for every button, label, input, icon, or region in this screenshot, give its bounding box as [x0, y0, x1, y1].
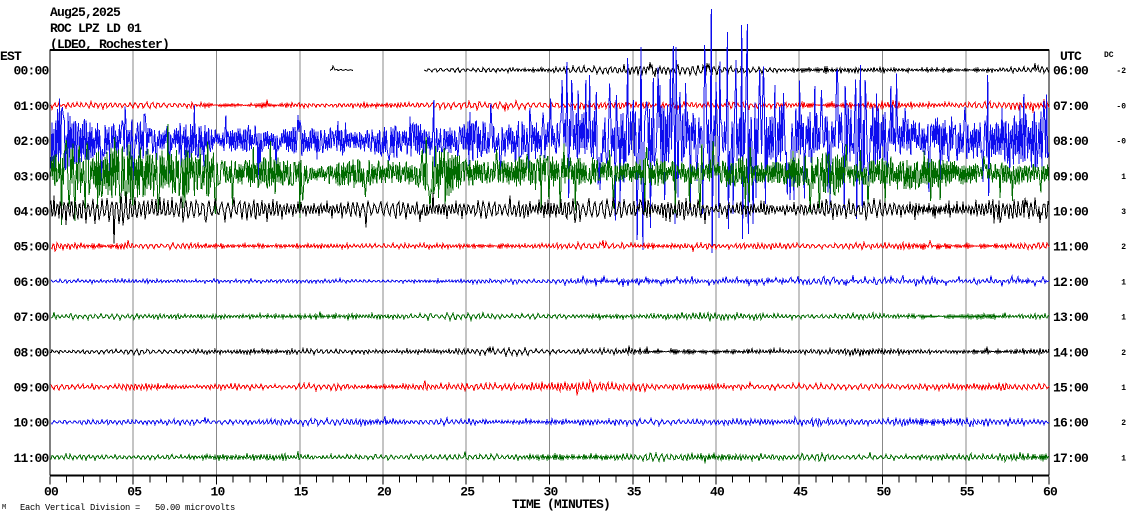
svg-text:06:00: 06:00: [13, 275, 49, 290]
svg-text:55: 55: [960, 485, 975, 500]
svg-text:-2: -2: [1116, 67, 1126, 76]
svg-text:05: 05: [127, 485, 142, 500]
svg-text:1: 1: [1121, 278, 1126, 287]
svg-text:04:00: 04:00: [13, 205, 49, 220]
svg-text:DC: DC: [1104, 51, 1114, 60]
svg-text:1: 1: [1121, 454, 1126, 463]
svg-text:Each Vertical Division = 50.: Each Vertical Division = 50.00 microvolt…: [20, 503, 235, 513]
svg-text:40: 40: [710, 485, 725, 500]
svg-text:-0: -0: [1116, 102, 1126, 111]
svg-text:1: 1: [1121, 384, 1126, 393]
svg-text:08:00: 08:00: [1053, 134, 1089, 149]
svg-text:00: 00: [44, 485, 59, 500]
svg-text:14:00: 14:00: [1053, 345, 1089, 360]
svg-text:06:00: 06:00: [1053, 64, 1089, 79]
svg-text:09:00: 09:00: [13, 381, 49, 396]
svg-text:EST: EST: [0, 49, 22, 64]
svg-text:1: 1: [1121, 173, 1126, 182]
svg-text:12:00: 12:00: [1053, 275, 1089, 290]
svg-text:ROC LPZ LD 01: ROC LPZ LD 01: [50, 21, 142, 36]
svg-text:60: 60: [1043, 485, 1058, 500]
svg-text:Aug25,2025: Aug25,2025: [50, 5, 121, 20]
svg-text:TIME (MINUTES): TIME (MINUTES): [512, 497, 610, 512]
svg-text:17:00: 17:00: [1053, 451, 1089, 466]
svg-text:(LDEO, Rochester): (LDEO, Rochester): [50, 37, 169, 52]
svg-text:02:00: 02:00: [13, 134, 49, 149]
svg-text:11:00: 11:00: [13, 451, 49, 466]
svg-text:10:00: 10:00: [1053, 205, 1089, 220]
svg-text:2: 2: [1121, 419, 1126, 428]
svg-text:45: 45: [793, 485, 808, 500]
svg-text:UTC: UTC: [1060, 49, 1082, 64]
svg-text:00:00: 00:00: [13, 64, 49, 79]
svg-text:1: 1: [1121, 314, 1126, 323]
svg-text:3: 3: [1121, 208, 1126, 217]
svg-text:25: 25: [460, 485, 475, 500]
svg-text:09:00: 09:00: [1053, 169, 1089, 184]
svg-text:50: 50: [876, 485, 891, 500]
svg-text:15:00: 15:00: [1053, 381, 1089, 396]
svg-text:03:00: 03:00: [13, 169, 49, 184]
svg-text:15: 15: [294, 485, 309, 500]
svg-text:13:00: 13:00: [1053, 310, 1089, 325]
svg-text:16:00: 16:00: [1053, 416, 1089, 431]
svg-text:05:00: 05:00: [13, 240, 49, 255]
svg-text:07:00: 07:00: [13, 310, 49, 325]
svg-text:07:00: 07:00: [1053, 99, 1089, 114]
svg-text:10: 10: [210, 485, 225, 500]
svg-text:10:00: 10:00: [13, 416, 49, 431]
svg-text:20: 20: [377, 485, 392, 500]
svg-text:M: M: [2, 504, 6, 512]
svg-text:2: 2: [1121, 243, 1126, 252]
svg-text:2: 2: [1121, 349, 1126, 358]
svg-text:01:00: 01:00: [13, 99, 49, 114]
svg-text:35: 35: [627, 485, 642, 500]
svg-text:11:00: 11:00: [1053, 240, 1089, 255]
svg-text:30: 30: [543, 485, 558, 500]
svg-text:-0: -0: [1116, 138, 1126, 147]
svg-text:08:00: 08:00: [13, 345, 49, 360]
